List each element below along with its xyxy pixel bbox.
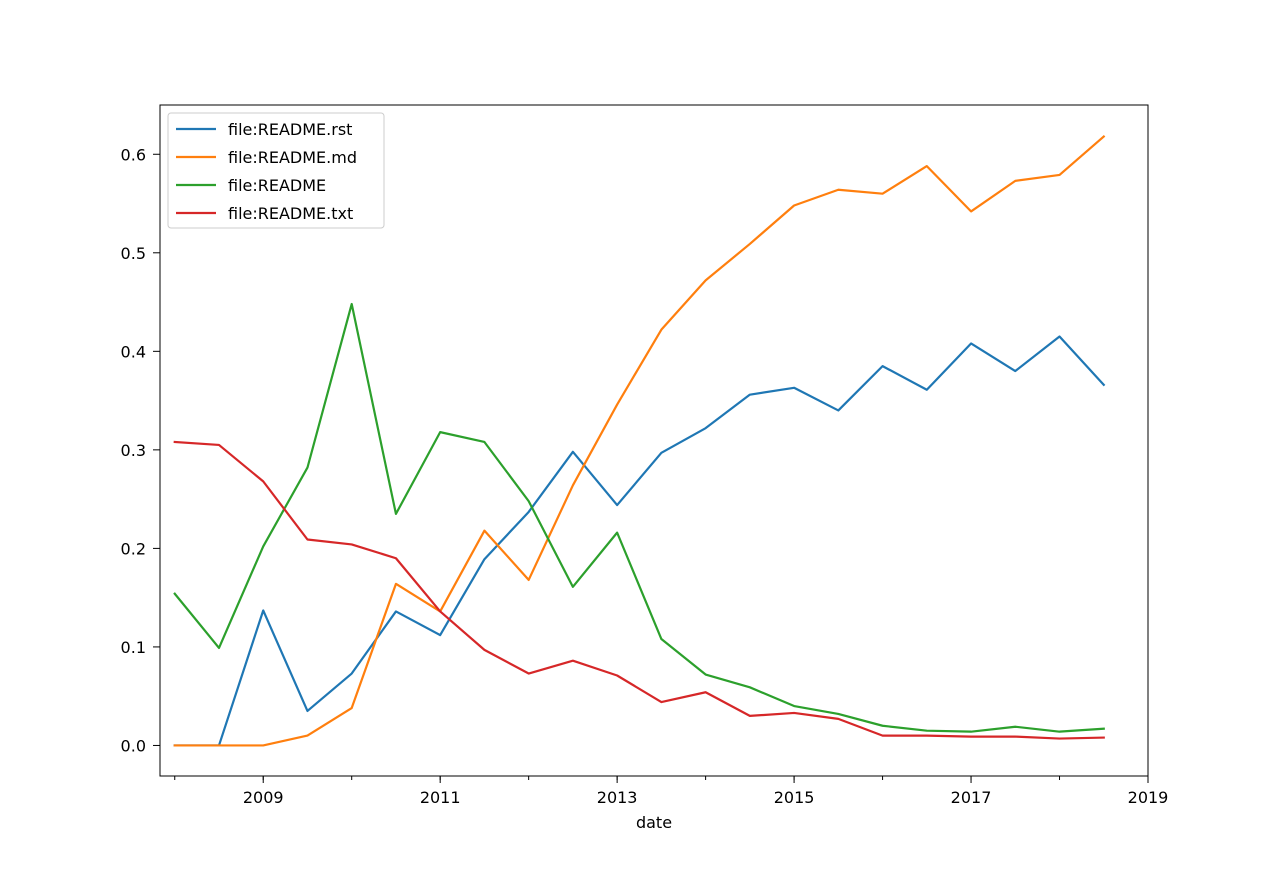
x-axis-ticks: 2009 2011 2013 2015 2017 2019 [174, 776, 1169, 807]
y-tick-label: 0.3 [121, 441, 146, 460]
legend-box [167, 112, 385, 229]
series-line-3 [173, 440, 1105, 740]
y-tick-label: 0.2 [121, 539, 146, 558]
x-tick-label: 2015 [774, 788, 815, 807]
series-line-1 [173, 134, 1106, 747]
y-tick-label: 0.0 [121, 736, 146, 755]
x-axis-label: date [636, 813, 672, 832]
legend-label: file:README.rst [228, 120, 352, 139]
legend-label: file:README.txt [228, 204, 353, 223]
x-tick-label: 2009 [243, 788, 284, 807]
legend-label: file:README.md [228, 148, 357, 167]
y-tick-label: 0.1 [121, 638, 146, 657]
plot-frame [159, 104, 1149, 777]
y-tick-label: 0.4 [121, 342, 146, 361]
y-tick-label: 0.6 [121, 145, 146, 164]
legend: file:README.rst file:README.md file:README… [167, 112, 385, 229]
x-tick-label: 2019 [1128, 788, 1169, 807]
legend-label: file:README [228, 176, 326, 195]
y-axis-ticks: 0.0 0.1 0.2 0.3 0.4 0.5 0.6 [121, 145, 160, 755]
x-tick-label: 2013 [597, 788, 638, 807]
series-lines [173, 134, 1106, 747]
series-line-2 [173, 302, 1105, 733]
y-tick-label: 0.5 [121, 244, 146, 263]
series-line-0 [173, 335, 1106, 747]
x-tick-label: 2011 [420, 788, 461, 807]
x-tick-label: 2017 [951, 788, 992, 807]
